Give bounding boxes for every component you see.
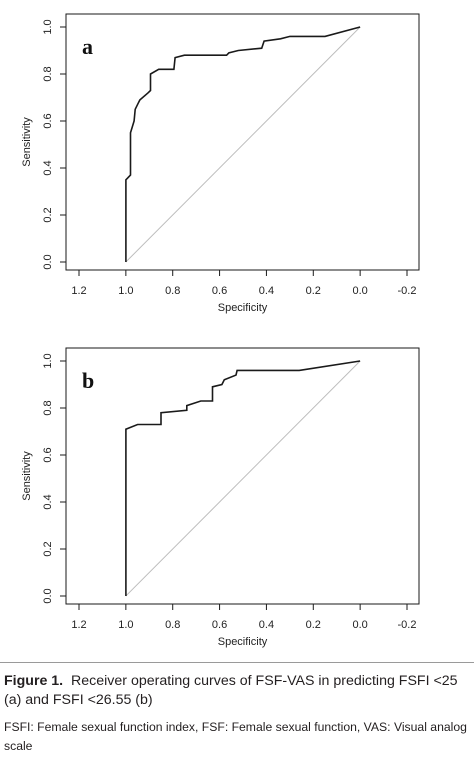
x-tick-label: 0.4 — [259, 619, 274, 631]
y-tick-label: 0.6 — [42, 447, 54, 462]
x-tick-label: 0.0 — [352, 285, 367, 297]
y-tick-label: 0.0 — [42, 254, 54, 269]
x-tick-label: 1.2 — [71, 285, 86, 297]
x-tick-label: 0.6 — [212, 285, 227, 297]
x-axis-label: Specificity — [218, 302, 268, 314]
x-tick-label: -0.2 — [398, 619, 417, 631]
y-tick-label: 1.0 — [42, 19, 54, 34]
y-tick-label: 0.4 — [42, 160, 54, 175]
y-tick-label: 0.4 — [42, 494, 54, 509]
plot-frame — [65, 13, 420, 271]
y-tick-label: 0.2 — [42, 541, 54, 556]
y-tick-label: 0.8 — [42, 400, 54, 415]
roc-chart-b: 1.2 1.0 0.8 0.6 0.4 0.2 0.0 -0.2 0.0 0.2 0.4 0.6 0.8… — [21, 347, 420, 648]
figure-label: Figure 1. — [4, 673, 64, 689]
figure-caption-text: Receiver operating curves of FSF-VAS in … — [4, 673, 458, 708]
x-tick-label: 0.2 — [306, 619, 321, 631]
roc-curve-line — [125, 26, 361, 262]
plot-frame — [65, 347, 420, 605]
x-tick-label: 0.6 — [212, 619, 227, 631]
x-tick-label: -0.2 — [398, 285, 417, 297]
x-tick-label: 0.8 — [165, 619, 180, 631]
x-tick-label: 1.0 — [118, 285, 133, 297]
roc-curve-line — [125, 360, 361, 596]
x-axis-label: Specificity — [218, 636, 268, 648]
y-axis-label: Sensitivity — [21, 117, 33, 167]
x-tick-label: 0.8 — [165, 285, 180, 297]
y-tick-label: 0.8 — [42, 66, 54, 81]
y-tick-label: 0.6 — [42, 113, 54, 128]
caption-divider — [0, 662, 474, 663]
x-tick-label: 0.0 — [352, 619, 367, 631]
x-tick-label: 1.0 — [118, 619, 133, 631]
panel-label: a — [82, 34, 93, 59]
x-tick-label: 0.4 — [259, 285, 274, 297]
x-tick-label: 0.2 — [306, 285, 321, 297]
y-tick-label: 1.0 — [42, 353, 54, 368]
x-tick-label: 1.2 — [71, 619, 86, 631]
figure-caption: Figure 1. Receiver operating curves of F… — [4, 672, 470, 710]
y-tick-label: 0.2 — [42, 207, 54, 222]
figure-footnote: FSFI: Female sexual function index, FSF:… — [4, 720, 467, 753]
y-tick-label: 0.0 — [42, 588, 54, 603]
panel-label: b — [82, 368, 94, 393]
y-axis-label: Sensitivity — [21, 451, 33, 501]
reference-diagonal-line — [125, 26, 361, 263]
reference-diagonal-line — [125, 360, 361, 597]
roc-chart-a: 1.2 1.0 0.8 0.6 0.4 0.2 0.0 -0.2 0.0 0.2 0.4 0.6 0.8… — [21, 13, 420, 314]
